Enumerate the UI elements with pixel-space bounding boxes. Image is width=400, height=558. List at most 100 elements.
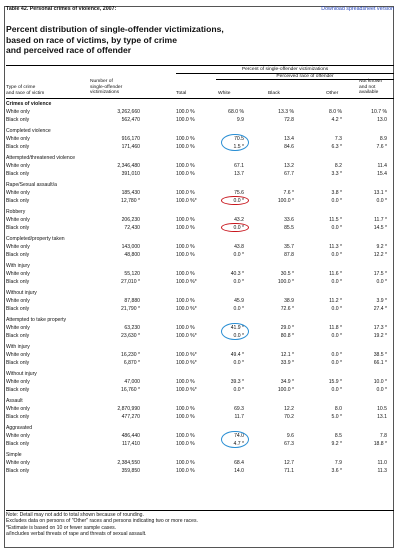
- cell-not-known: 0.0 *: [376, 278, 387, 285]
- cell-total: 100.0 %: [176, 413, 195, 420]
- cell-total: 100.0 %*: [176, 332, 197, 339]
- cell-white: 0.0 *: [233, 386, 244, 393]
- cell-other: 11.8 *: [329, 324, 342, 331]
- cell-other: 0.0 *: [331, 359, 342, 366]
- col-header-type: Type of crime and race of victim: [6, 85, 44, 96]
- col-header-line: Type of crime: [6, 85, 36, 90]
- blue-highlight-circle: [221, 133, 249, 152]
- col-header-not-known: Not known and not available: [359, 79, 393, 96]
- cell-total: 100.0 %*: [176, 197, 197, 204]
- row-label: Completed/property taken: [6, 236, 65, 242]
- table-row: Black only 27,010 * 100.0 %* 0.0 * 100.0 * 0.…: [6, 278, 394, 286]
- row-label: Black only: [6, 386, 30, 393]
- row-label: White only: [6, 243, 30, 250]
- note-line: Note: Detail may not add to total shown …: [6, 512, 144, 518]
- cell-black: 34.9 *: [280, 378, 294, 385]
- cell-not-known: 7.6 *: [376, 143, 387, 150]
- cell-other: 11.6 *: [329, 270, 342, 277]
- cell-not-known: 11.4: [377, 162, 387, 169]
- row-label: Aggravated: [6, 425, 33, 431]
- cell-number: 6,870 *: [123, 359, 140, 366]
- cell-not-known: 13.0: [377, 116, 387, 123]
- table-row: Black only 21,790 * 100.0 %* 0.0 * 72.6 * 0.0…: [6, 305, 394, 313]
- row-label: Black only: [6, 224, 30, 231]
- cell-number: 16,230 *: [121, 351, 140, 358]
- table-row: White only 63,230 100.0 % 41.9 * 29.0 * 11.8 …: [6, 324, 394, 332]
- header-top-rule: [6, 65, 394, 66]
- cell-other: 8.0 %: [328, 108, 342, 115]
- cell-white: 39.3 *: [230, 378, 244, 385]
- table-row: White only 2,384,550 100.0 % 68.4 12.7 7.9 11.…: [6, 459, 394, 467]
- cell-other: 0.0 *: [331, 386, 342, 393]
- group-heading-row: Rape/Sexual assault/a: [6, 181, 394, 189]
- cell-black: 80.8 *: [280, 332, 294, 339]
- cell-number: 206,230: [121, 216, 140, 223]
- cell-number: 12,780 *: [121, 197, 140, 204]
- table-row: White only 3,262,660 100.0 % 68.0 % 13.3 % 8.…: [6, 108, 394, 116]
- row-label: Without injury: [6, 371, 37, 377]
- cell-not-known: 11.0: [377, 459, 387, 466]
- group-heading-row: With injury: [6, 262, 394, 270]
- row-label: White only: [6, 297, 30, 304]
- cell-other: 8.2: [334, 162, 342, 169]
- cell-number: 185,430: [121, 189, 140, 196]
- table-number: Table 42. Personal crimes of violence, 2…: [6, 6, 117, 12]
- row-label: With injury: [6, 344, 30, 350]
- cell-black: 100.0 *: [277, 278, 294, 285]
- cell-other: 15.9 *: [328, 378, 342, 385]
- group-heading-row: Attempted/threatened violence: [6, 154, 394, 162]
- span-rule: [176, 73, 394, 74]
- row-label: Completed violence: [6, 128, 51, 134]
- cell-number: 55,120: [124, 270, 140, 277]
- col-header-line: single-offender: [90, 84, 123, 90]
- cell-total: 100.0 %: [176, 189, 195, 196]
- col-header-line: and race of victim: [6, 90, 45, 96]
- table-row: White only 486,440 100.0 % 74.0 9.6 8.5 7.8: [6, 432, 394, 440]
- cell-other: 0.0 *: [331, 305, 342, 312]
- cell-number: 21,790 *: [121, 305, 140, 312]
- group-heading-row: Completed violence: [6, 127, 394, 135]
- cell-total: 100.0 %: [176, 378, 195, 385]
- cell-black: 13.4: [284, 135, 294, 142]
- group-heading-row: Robbery: [6, 208, 394, 216]
- cell-total: 100.0 %: [176, 162, 195, 169]
- cell-total: 100.0 %: [176, 405, 195, 412]
- group-heading-row: Without injury: [6, 370, 394, 378]
- group-heading-row: Assault: [6, 397, 394, 405]
- cell-not-known: 38.5 *: [373, 351, 387, 358]
- cell-not-known: 17.3 *: [373, 324, 387, 331]
- cell-other: 3.6 *: [331, 467, 342, 474]
- group-heading-row: Attempted to take property: [6, 316, 394, 324]
- red-highlight-circle: [221, 222, 249, 233]
- cell-black: 35.7: [284, 243, 294, 250]
- cell-white: 75.6: [234, 189, 244, 196]
- cell-white: 14.0: [234, 467, 244, 474]
- row-label: Robbery: [6, 209, 26, 215]
- cell-not-known: 7.8: [379, 432, 387, 439]
- cell-not-known: 10.7 %: [371, 108, 387, 115]
- cell-black: 9.6: [286, 432, 294, 439]
- cell-not-known: 13.1 *: [373, 189, 387, 196]
- row-label: White only: [6, 378, 30, 385]
- row-label: Black only: [6, 332, 30, 339]
- cell-number: 2,870,990: [117, 405, 140, 412]
- table-row: Black only 23,630 * 100.0 %* 0.0 * 80.8 * 0.0…: [6, 332, 394, 340]
- cell-number: 359,850: [121, 467, 140, 474]
- cell-total: 100.0 %: [176, 459, 195, 466]
- download-spreadsheet-link[interactable]: Download spreadsheet version: [321, 6, 394, 12]
- cell-other: 0.0 *: [331, 351, 342, 358]
- note-line: *Estimate is based on 10 or fewer sample…: [6, 524, 117, 531]
- cell-other: 7.3: [334, 135, 342, 142]
- cell-number: 2,346,480: [117, 162, 140, 169]
- cell-not-known: 11.7 *: [374, 216, 387, 223]
- row-label: Black only: [6, 278, 30, 285]
- cell-number: 171,460: [121, 143, 140, 150]
- row-label: Attempted to take property: [6, 317, 67, 323]
- header-bottom-rule: [6, 98, 394, 99]
- cell-total: 100.0 %*: [176, 278, 197, 285]
- cell-other: 9.2 *: [331, 440, 342, 447]
- cell-number: 27,010 *: [121, 278, 140, 285]
- table-row: Black only 48,800 100.0 % 0.0 * 87.8 0.0 * 12.…: [6, 251, 394, 259]
- group-heading-row: Simple: [6, 451, 394, 459]
- span-header-race: Perceived race of offender: [276, 73, 334, 79]
